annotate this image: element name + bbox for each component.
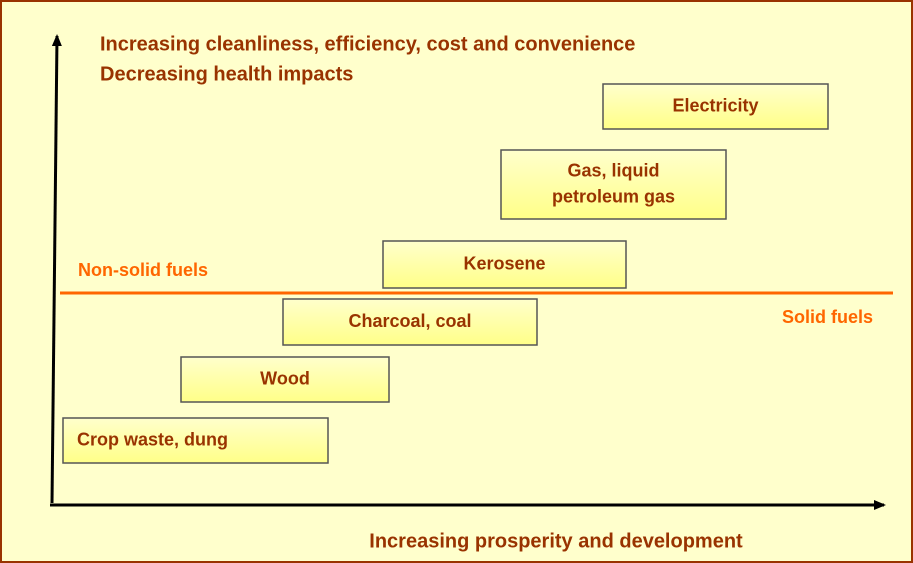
header-line: Increasing cleanliness, efficiency, cost… <box>100 33 635 55</box>
fuel-box <box>602 83 829 130</box>
header-line: Decreasing health impacts <box>100 63 353 85</box>
fuel-box <box>62 417 329 464</box>
fuel-label: Charcoal, coal <box>348 311 471 331</box>
divider-label: Non-solid fuels <box>78 260 208 280</box>
fuel-label: Gas, liquid <box>567 160 659 180</box>
fuel-label: Wood <box>260 368 310 388</box>
y-axis <box>50 34 62 504</box>
fuel-box <box>282 298 538 346</box>
fuel-box <box>382 240 627 289</box>
divider-label: Solid fuels <box>782 307 873 327</box>
fuel-label: Kerosene <box>463 253 545 273</box>
fuel-label: Electricity <box>672 95 758 115</box>
fuel-label: Crop waste, dung <box>77 429 228 449</box>
fuel-box <box>180 356 390 403</box>
x-axis-label: Increasing prosperity and development <box>369 530 743 552</box>
fuel-box <box>500 149 727 220</box>
fuel-label: petroleum gas <box>552 186 675 206</box>
